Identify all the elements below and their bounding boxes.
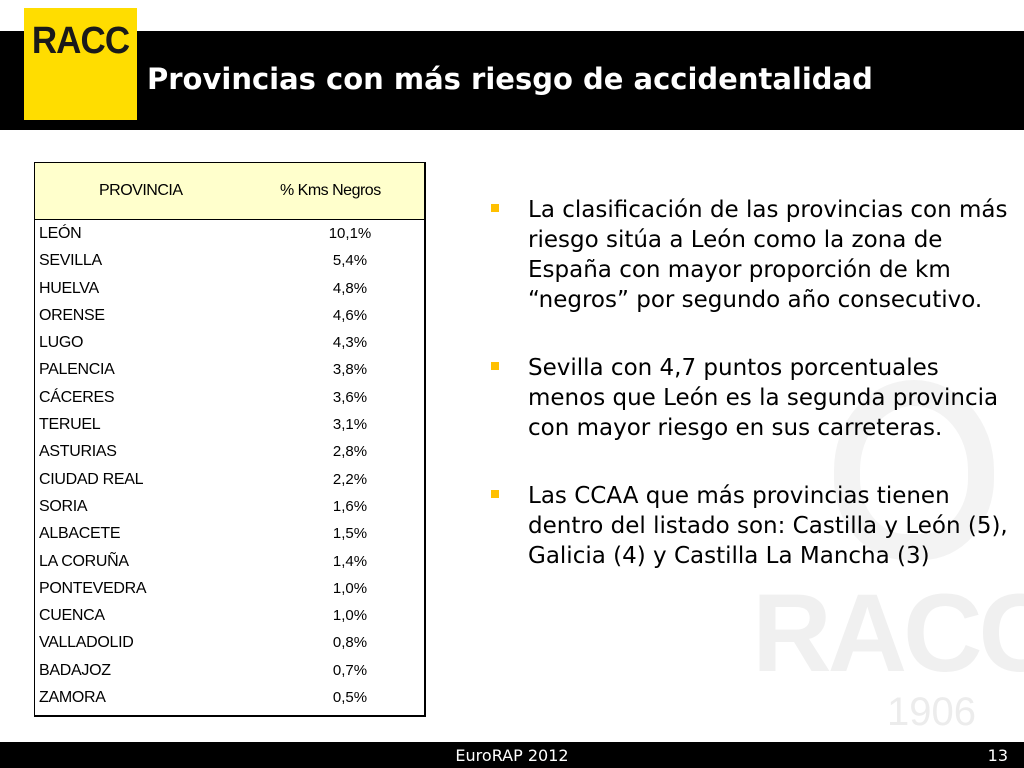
bullet-text: Sevilla con 4,7 puntos porcentuales meno… (528, 355, 999, 441)
province-value: 1,0% (332, 607, 368, 625)
table-row: CÁCERES 3,6% (35, 385, 424, 412)
bullet-item: Las CCAA que más provincias tienen dentr… (488, 481, 1018, 571)
bullet-square-icon (491, 362, 499, 370)
province-name: CIUDAD REAL (39, 470, 144, 488)
page-number: 13 (987, 746, 1008, 765)
bullet-text: La clasificación de las provincias con m… (528, 197, 1008, 313)
province-name: PALENCIA (39, 361, 115, 379)
table-row: CIUDAD REAL 2,2% (35, 467, 424, 494)
table-row: SEVILLA 5,4% (35, 248, 424, 275)
table-row: ALBACETE 1,5% (35, 521, 424, 548)
bullet-text: Las CCAA que más provincias tienen dentr… (528, 483, 1008, 569)
table-row: VALLADOLID 0,8% (35, 630, 424, 657)
province-name: LUGO (39, 334, 84, 352)
province-name: ORENSE (39, 306, 105, 324)
table-row: SORIA 1,6% (35, 494, 424, 521)
bullet-item: La clasificación de las provincias con m… (488, 195, 1018, 315)
province-value: 3,1% (332, 416, 368, 434)
province-name: HUELVA (39, 279, 99, 297)
province-value: 1,4% (332, 552, 368, 570)
table-row: LUGO 4,3% (35, 330, 424, 357)
table-row: HUELVA 4,8% (35, 276, 424, 303)
table-header: PROVINCIA % Kms Negros (35, 163, 424, 220)
province-value: 1,6% (332, 497, 368, 515)
province-name: PONTEVEDRA (39, 579, 147, 597)
province-value: 1,5% (332, 525, 368, 543)
bullet-square-icon (491, 490, 499, 498)
table-row: ORENSE 4,6% (35, 303, 424, 330)
province-name: CÁCERES (39, 388, 115, 406)
province-value: 2,2% (332, 470, 368, 488)
table-row: PONTEVEDRA 1,0% (35, 576, 424, 603)
bullet-list: La clasificación de las provincias con m… (488, 195, 1018, 609)
province-name: SORIA (39, 497, 88, 515)
footer-bar: EuroRAP 2012 13 (0, 742, 1024, 768)
table-row: ASTURIAS 2,8% (35, 439, 424, 466)
logo-text: RACC (31, 20, 130, 62)
table-row: LEÓN 10,1% (35, 221, 424, 248)
province-name: VALLADOLID (39, 634, 134, 652)
footer-label: EuroRAP 2012 (455, 746, 569, 765)
province-name: ALBACETE (39, 525, 121, 543)
province-value: 4,8% (332, 279, 368, 297)
table-row: CUENCA 1,0% (35, 603, 424, 630)
province-name: ZAMORA (39, 689, 106, 707)
provinces-table: PROVINCIA % Kms Negros LEÓN 10,1% SEVILLA 5… (34, 162, 426, 717)
province-name: ASTURIAS (39, 443, 117, 461)
province-value: 2,8% (332, 443, 368, 461)
province-name: LEÓN (39, 225, 82, 242)
bullet-item: Sevilla con 4,7 puntos porcentuales meno… (488, 353, 1018, 443)
province-value: 10,1% (328, 225, 372, 242)
watermark-text: RACC (752, 572, 1024, 695)
table-row: LA CORUÑA 1,4% (35, 549, 424, 576)
province-value: 3,8% (332, 361, 368, 379)
province-name: SEVILLA (39, 252, 102, 270)
province-value: 0,7% (332, 661, 368, 679)
province-value: 1,0% (332, 579, 368, 597)
province-value: 0,5% (332, 689, 368, 707)
watermark-year: 1906 (887, 690, 976, 734)
province-value: 3,6% (332, 388, 368, 406)
table-body: LEÓN 10,1% SEVILLA 5,4% HUELVA 4,8% ORENSE 4,6%… (35, 221, 424, 712)
bullet-square-icon (491, 204, 499, 212)
table-row: PALENCIA 3,8% (35, 357, 424, 384)
table-row: TERUEL 3,1% (35, 412, 424, 439)
slide-title: Provincias con más riesgo de accidentali… (147, 62, 873, 96)
province-value: 4,3% (332, 334, 368, 352)
racc-watermark: RACC 1906 (680, 360, 1024, 740)
racc-logo: RACC (24, 8, 137, 120)
province-value: 0,8% (332, 634, 368, 652)
province-name: LA CORUÑA (39, 552, 129, 570)
province-name: BADAJOZ (39, 661, 111, 679)
province-value: 4,6% (332, 306, 368, 324)
table-row: BADAJOZ 0,7% (35, 658, 424, 685)
province-name: TERUEL (39, 416, 101, 434)
header-kms-negros: % Kms Negros (280, 182, 381, 199)
province-value: 5,4% (332, 252, 368, 270)
table-row: ZAMORA 0,5% (35, 685, 424, 712)
province-name: CUENCA (39, 607, 105, 625)
header-provincia: PROVINCIA (99, 182, 183, 199)
header-band (0, 31, 1024, 130)
